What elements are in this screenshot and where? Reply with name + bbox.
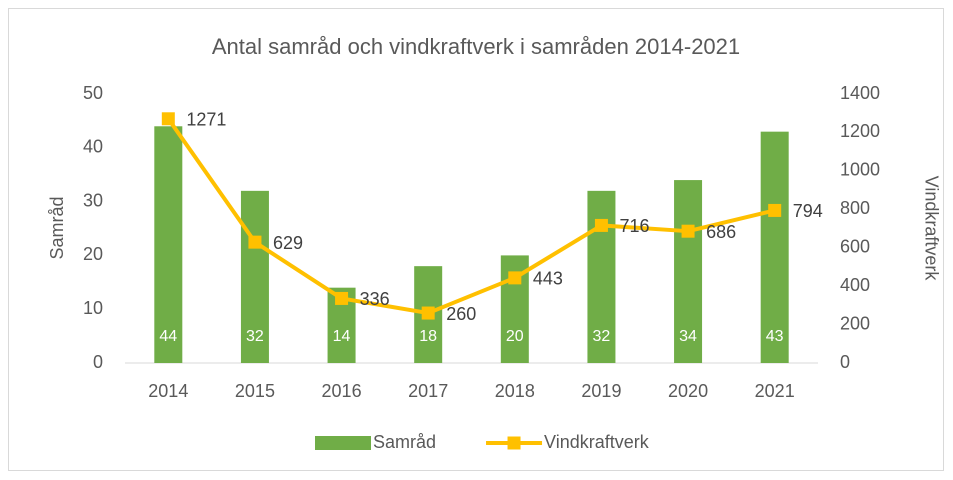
line-marker	[335, 291, 349, 305]
x-tick-label: 2020	[668, 381, 708, 401]
line-label: 716	[619, 216, 649, 236]
y2-axis-title: Vindkraftverk	[921, 176, 941, 282]
bar-label: 32	[246, 328, 264, 345]
line-marker	[768, 203, 782, 217]
bar-label: 32	[593, 328, 611, 345]
line-label: 443	[533, 269, 563, 289]
bar	[240, 190, 269, 363]
bar-label: 18	[419, 328, 437, 345]
y2-tick-label: 1400	[840, 83, 880, 103]
y2-tick-label: 1200	[840, 121, 880, 141]
line-label: 629	[273, 233, 303, 253]
y-tick-label: 40	[83, 137, 103, 157]
chart-title: Antal samråd och vindkraftverk i samråde…	[212, 34, 740, 59]
line-label: 1271	[186, 110, 226, 130]
bar-label: 44	[159, 328, 177, 345]
bar	[760, 131, 789, 363]
line-marker	[594, 218, 608, 232]
x-tick-label: 2019	[581, 381, 621, 401]
bar-label: 43	[766, 328, 784, 345]
y-tick-label: 10	[83, 298, 103, 318]
line-label: 794	[793, 201, 823, 221]
legend-swatch	[507, 436, 521, 450]
line-label: 260	[446, 304, 476, 324]
bar	[154, 126, 183, 363]
line-marker	[248, 235, 262, 249]
legend-swatch	[315, 436, 371, 450]
line-marker	[421, 306, 435, 320]
y2-tick-label: 400	[840, 275, 870, 295]
y2-tick-label: 600	[840, 236, 870, 256]
bar	[674, 180, 703, 363]
bar-label: 20	[506, 328, 524, 345]
bar-label: 34	[679, 328, 697, 345]
line-marker	[508, 271, 522, 285]
legend-label: Samråd	[373, 432, 436, 452]
y2-tick-label: 0	[840, 352, 850, 372]
line-label: 336	[360, 289, 390, 309]
y-tick-label: 0	[93, 352, 103, 372]
x-tick-label: 2018	[495, 381, 535, 401]
x-tick-label: 2016	[322, 381, 362, 401]
y2-tick-label: 800	[840, 198, 870, 218]
y2-tick-label: 200	[840, 313, 870, 333]
y-tick-label: 30	[83, 190, 103, 210]
line	[166, 117, 776, 316]
legend-label: Vindkraftverk	[544, 432, 650, 452]
x-tick-label: 2014	[148, 381, 188, 401]
y-tick-label: 50	[83, 83, 103, 103]
line-marker	[681, 224, 695, 238]
y-tick-label: 20	[83, 244, 103, 264]
x-tick-label: 2017	[408, 381, 448, 401]
line-label: 686	[706, 222, 736, 242]
y2-tick-label: 1000	[840, 160, 880, 180]
chart-border	[8, 8, 944, 471]
y-axis-title: Samråd	[47, 196, 67, 259]
bar-label: 14	[333, 328, 351, 345]
x-tick-label: 2021	[755, 381, 795, 401]
x-tick-label: 2015	[235, 381, 275, 401]
line-marker	[161, 112, 175, 126]
